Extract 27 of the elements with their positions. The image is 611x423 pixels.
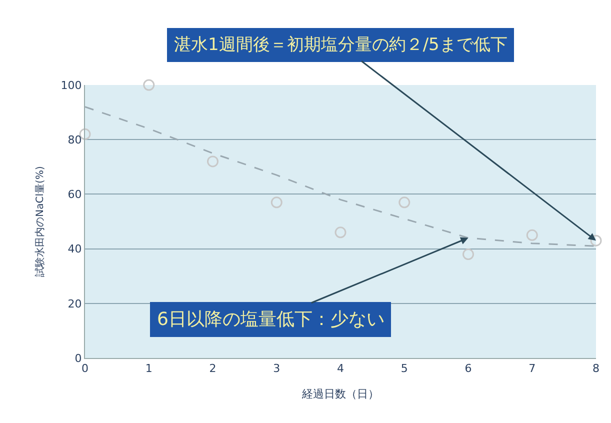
point [526, 229, 538, 241]
y-axis-title: 試験水田内のNaCl量(%) [34, 166, 46, 277]
x-tick-label: 7 [528, 362, 536, 376]
x-tick-label: 5 [400, 362, 408, 376]
x-tick-label: 8 [592, 362, 600, 376]
y-tick-label: 60 [68, 188, 82, 202]
point [143, 79, 155, 91]
x-tick-label: 3 [273, 362, 280, 376]
x-tick-label: 4 [337, 362, 344, 376]
annotation: 湛水1週間後＝初期塩分量の約２/5まで低下 [174, 35, 508, 55]
y-tick-label: 20 [68, 297, 82, 310]
y-tick-label: 100 [60, 78, 82, 92]
point [462, 248, 474, 260]
x-tick-label: 2 [209, 362, 216, 376]
y-tick-label: 40 [68, 242, 82, 256]
x-tick-label: 1 [145, 362, 152, 376]
y-tick-label: 80 [68, 133, 82, 146]
y-tick-label: 0 [74, 352, 82, 365]
point [270, 196, 282, 208]
x-tick-label: 6 [464, 362, 472, 376]
x-axis-title: 経過日数（日） [301, 387, 379, 400]
annotation: 6日以降の塩量低下：少ない [157, 309, 384, 330]
point [207, 156, 218, 168]
point [79, 128, 91, 140]
point [590, 234, 602, 246]
point [334, 226, 346, 238]
point [398, 196, 410, 208]
